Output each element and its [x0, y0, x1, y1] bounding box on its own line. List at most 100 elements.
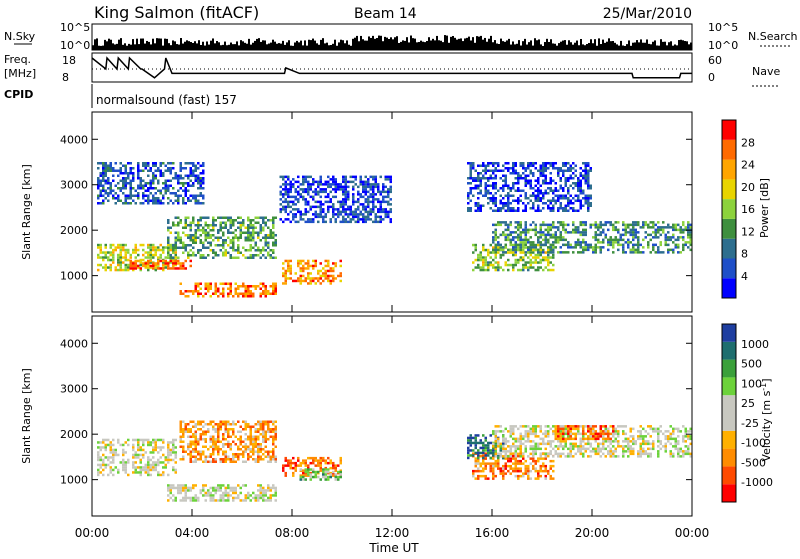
- heatmap-cell: [305, 280, 308, 283]
- heatmap-cell: [225, 499, 228, 502]
- heatmap-cell: [120, 180, 123, 183]
- heatmap-cell: [140, 177, 143, 180]
- heatmap-cell: [587, 182, 590, 185]
- heatmap-cell: [530, 200, 533, 203]
- noise-bar: [518, 40, 520, 50]
- heatmap-cell: [527, 239, 530, 242]
- heatmap-cell: [150, 170, 153, 173]
- heatmap-cell: [382, 218, 385, 221]
- heatmap-cell: [250, 290, 253, 293]
- noise-bar: [238, 45, 240, 50]
- heatmap-cell: [200, 234, 203, 237]
- heatmap-cell: [265, 217, 268, 220]
- heatmap-cell: [492, 475, 495, 478]
- heatmap-cell: [552, 200, 555, 203]
- heatmap-cell: [220, 293, 223, 296]
- heatmap-cell: [337, 183, 340, 186]
- heatmap-cell: [555, 202, 558, 205]
- heatmap-cell: [390, 203, 393, 206]
- heatmap-cell: [105, 466, 108, 469]
- noise-bar: [344, 43, 346, 50]
- heatmap-cell: [517, 177, 520, 180]
- heatmap-cell: [470, 175, 473, 178]
- heatmap-cell: [300, 280, 303, 283]
- heatmap-cell: [125, 167, 128, 170]
- heatmap-cell: [162, 260, 165, 263]
- heatmap-cell: [175, 471, 178, 474]
- heatmap-cell: [122, 192, 125, 195]
- heatmap-cell: [562, 435, 565, 438]
- heatmap-cell: [555, 239, 558, 242]
- heatmap-cell: [285, 206, 288, 209]
- heatmap-cell: [272, 436, 275, 439]
- heatmap-cell: [542, 162, 545, 165]
- heatmap-cell: [540, 251, 543, 254]
- heatmap-cell: [550, 256, 553, 259]
- heatmap-cell: [315, 201, 318, 204]
- heatmap-cell: [312, 471, 315, 474]
- heatmap-cell: [540, 185, 543, 188]
- heatmap-cell: [132, 172, 135, 175]
- heatmap-cell: [475, 170, 478, 173]
- heatmap-cell: [607, 440, 610, 443]
- heatmap-cell: [532, 221, 535, 224]
- heatmap-cell: [555, 246, 558, 249]
- heatmap-cell: [215, 458, 218, 461]
- heatmap-cell: [325, 478, 328, 481]
- heatmap-cell: [122, 449, 125, 452]
- heatmap-cell: [667, 244, 670, 247]
- heatmap-cell: [125, 185, 128, 188]
- heatmap-cell: [295, 467, 298, 470]
- heatmap-cell: [657, 249, 660, 252]
- heatmap-cell: [600, 221, 603, 224]
- heatmap-cell: [245, 293, 248, 296]
- heatmap-cell: [560, 170, 563, 173]
- heatmap-cell: [475, 266, 478, 269]
- heatmap-cell: [242, 421, 245, 424]
- heatmap-cell: [317, 206, 320, 209]
- heatmap-cell: [170, 489, 173, 492]
- heatmap-cell: [245, 451, 248, 454]
- heatmap-cell: [275, 431, 278, 434]
- heatmap-cell: [197, 237, 200, 240]
- heatmap-cell: [492, 239, 495, 242]
- heatmap-cell: [380, 218, 383, 221]
- heatmap-cell: [622, 234, 625, 237]
- heatmap-cell: [330, 206, 333, 209]
- noise-bar: [558, 43, 560, 50]
- heatmap-cell: [115, 269, 118, 272]
- heatmap-cell: [480, 210, 483, 213]
- heatmap-cell: [535, 445, 538, 448]
- heatmap-cell: [322, 468, 325, 471]
- heatmap-cell: [567, 197, 570, 200]
- heatmap-cell: [632, 221, 635, 224]
- heatmap-cell: [215, 489, 218, 492]
- heatmap-cell: [222, 217, 225, 220]
- heatmap-cell: [305, 468, 308, 471]
- heatmap-cell: [165, 256, 168, 259]
- heatmap-cell: [322, 191, 325, 194]
- heatmap-cell: [225, 222, 228, 225]
- heatmap-cell: [200, 195, 203, 198]
- heatmap-cell: [327, 260, 330, 263]
- heatmap-cell: [267, 244, 270, 247]
- heatmap-cell: [177, 224, 180, 227]
- heatmap-cell: [117, 175, 120, 178]
- heatmap-cell: [285, 208, 288, 211]
- heatmap-cell: [317, 462, 320, 465]
- heatmap-cell: [475, 259, 478, 262]
- heatmap-cell: [485, 449, 488, 452]
- heatmap-cell: [535, 453, 538, 456]
- noise-bar: [554, 44, 556, 50]
- heatmap-cell: [512, 249, 515, 252]
- heatmap-cell: [627, 231, 630, 234]
- heatmap-cell: [475, 460, 478, 463]
- heatmap-cell: [262, 431, 265, 434]
- heatmap-cell: [340, 203, 343, 206]
- noise-bar: [172, 40, 174, 50]
- heatmap-cell: [502, 246, 505, 249]
- heatmap-cell: [210, 499, 213, 502]
- heatmap-cell: [580, 241, 583, 244]
- heatmap-cell: [327, 277, 330, 280]
- heatmap-cell: [265, 242, 268, 245]
